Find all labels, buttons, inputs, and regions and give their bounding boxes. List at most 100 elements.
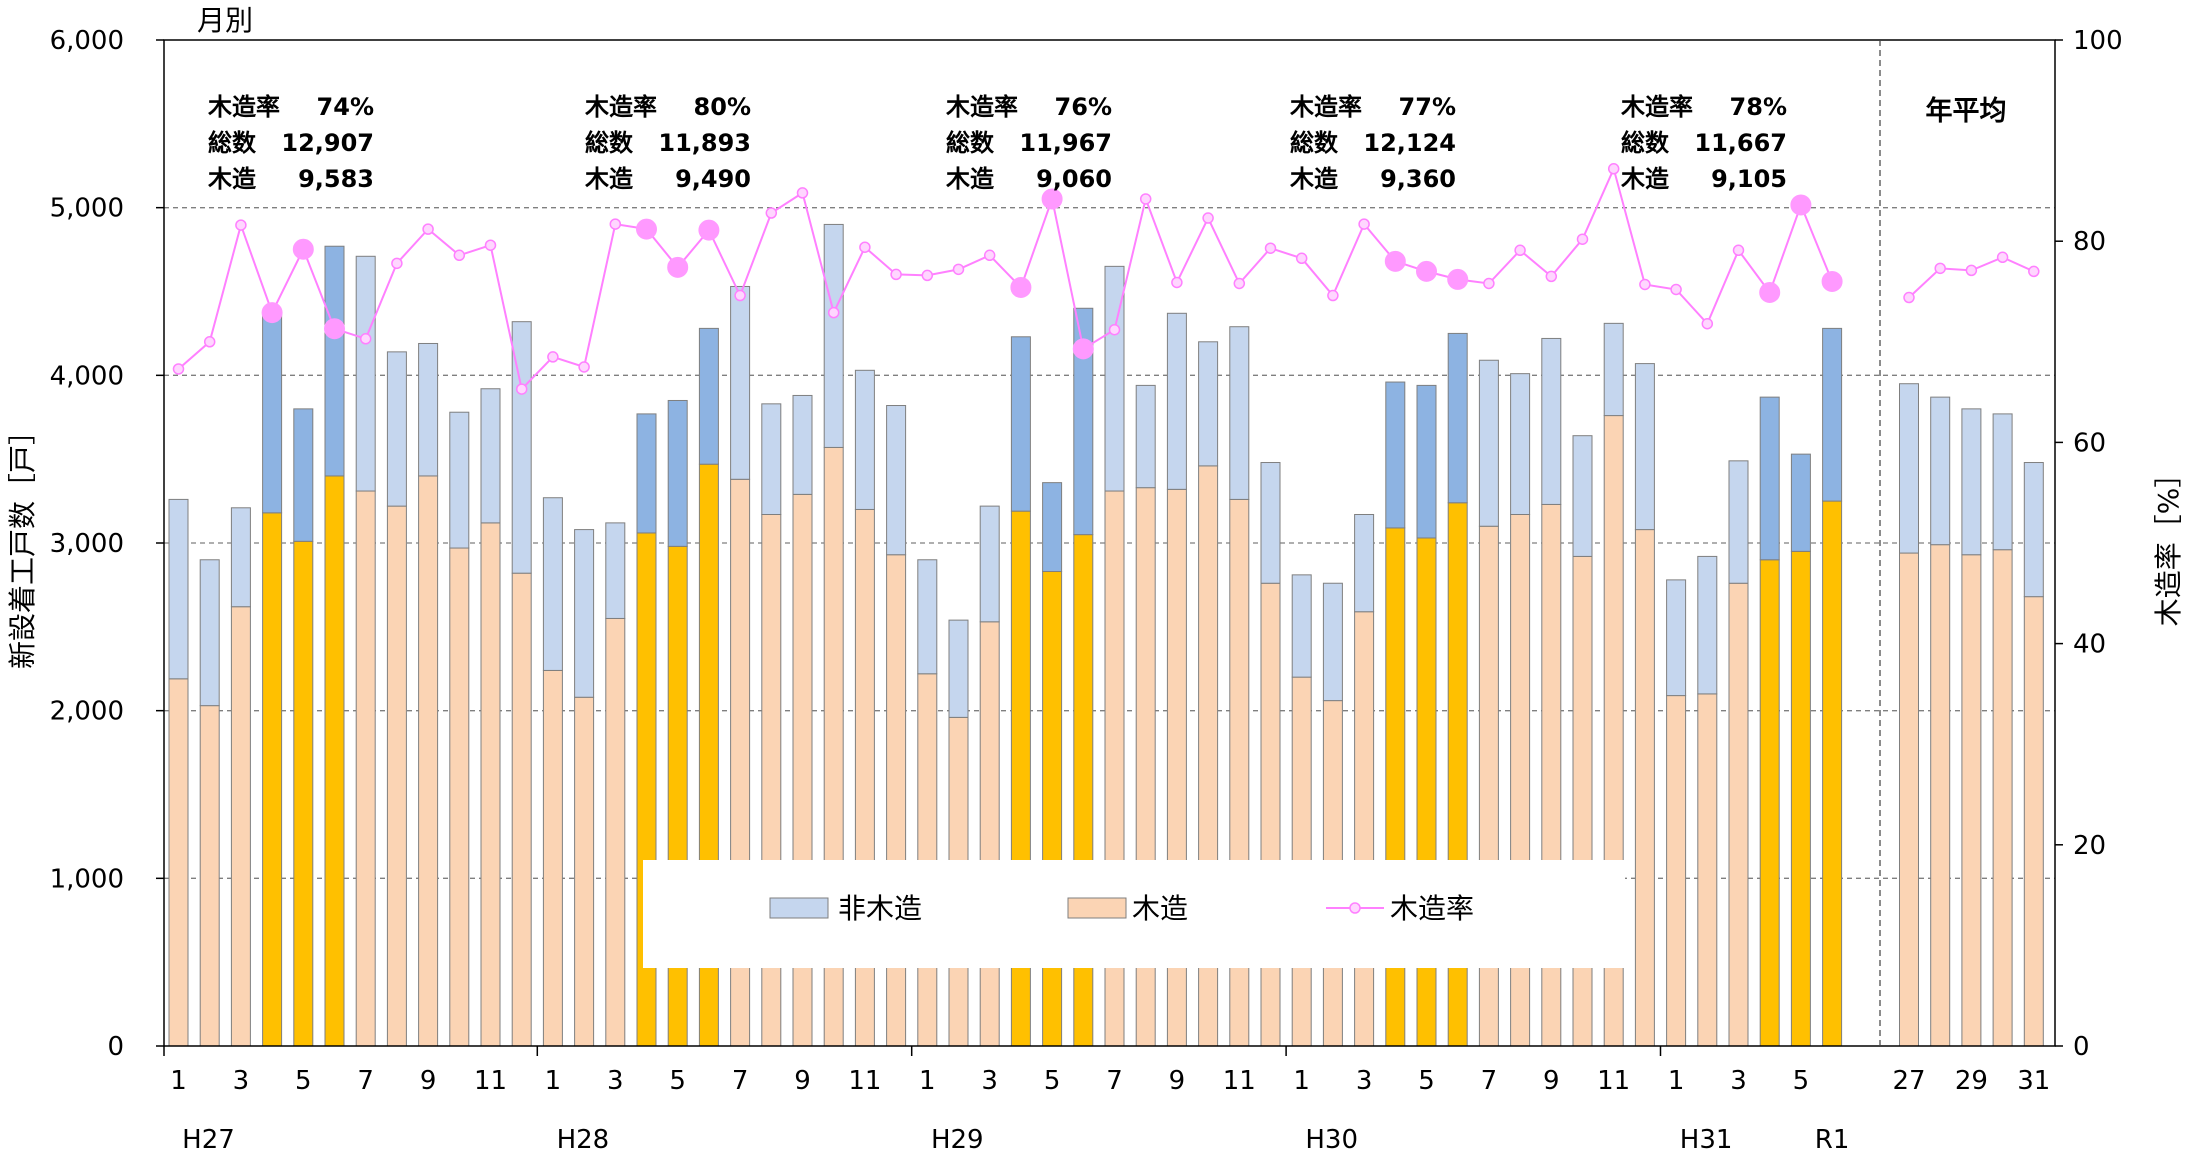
monthly-nonwood-bar: [1073, 307, 1094, 536]
annotation-value: 12,907: [281, 129, 374, 157]
monthly-nonwood-bar: [480, 388, 501, 524]
rate-point: [698, 219, 720, 241]
annotation-label: 総数: [1621, 129, 1670, 157]
legend-swatch-nonwood: [769, 897, 829, 919]
x-tick-label: 1: [1293, 1066, 1310, 1096]
monthly-nonwood-bar: [1728, 460, 1749, 584]
legend: 非木造 木造 木造率: [769, 892, 1474, 925]
annotation-value: 11,967: [1019, 129, 1112, 157]
bar-series: [168, 223, 2044, 1047]
monthly-wood-bar: [605, 617, 626, 1047]
x-tick-label: 3: [1730, 1066, 1747, 1096]
annotation-value: 9,105: [1711, 165, 1787, 193]
rate-point: [952, 263, 965, 276]
rate-point: [1233, 277, 1246, 290]
right-tick-label: 60: [2073, 428, 2106, 458]
x-tick-label: 11: [848, 1066, 881, 1096]
monthly-nonwood-bar: [979, 505, 1000, 623]
annotation-value: 9,060: [1036, 165, 1112, 193]
monthly-nonwood-bar: [262, 314, 283, 514]
rate-point: [1358, 218, 1370, 230]
rate-point: [453, 249, 466, 262]
monthly-wood-bar: [1822, 500, 1843, 1047]
annotations: 木造率 74% 総数 12,907 木造 9,583 木造率 80% 総数 11,893 木造 9,4…: [207, 93, 1787, 193]
x-tick-label: 9: [794, 1066, 811, 1096]
monthly-nonwood-bar: [917, 559, 938, 675]
x-tick-label: 11: [1223, 1066, 1256, 1096]
rate-point: [1295, 252, 1308, 265]
annual-wood-bar: [1992, 549, 2013, 1047]
monthly-wood-bar: [199, 705, 220, 1047]
monthly-nonwood-bar: [1666, 579, 1687, 697]
monthly-nonwood-bar: [1354, 513, 1375, 613]
monthly-nonwood-bar: [355, 255, 376, 492]
right-tick-label: 100: [2073, 26, 2123, 56]
monthly-wood-bar: [418, 475, 439, 1047]
monthly-nonwood-bar: [1166, 312, 1187, 490]
monthly-nonwood-bar: [1822, 327, 1843, 502]
monthly-wood-bar: [230, 606, 251, 1047]
monthly-nonwood-bar: [1603, 322, 1624, 417]
annual-nonwood-bar: [1961, 408, 1982, 556]
annotation-value: 80%: [694, 93, 751, 121]
monthly-nonwood-bar: [823, 223, 844, 448]
rate-point: [422, 223, 434, 235]
monthly-nonwood-bar: [1541, 337, 1562, 505]
x-tick-label: 9: [1169, 1066, 1186, 1096]
monthly-nonwood-bar: [667, 399, 688, 547]
left-axis-title: 新設着工戸数［戸］: [6, 417, 39, 669]
x-tick-label: 3: [981, 1066, 998, 1096]
monthly-wood-bar: [636, 532, 657, 1047]
monthly-wood-bar: [886, 554, 907, 1047]
rate-point: [1701, 317, 1714, 330]
monthly-nonwood-bar: [730, 285, 751, 480]
annual-rate-point: [1965, 264, 1978, 277]
rate-point: [172, 363, 185, 375]
x-tick-label: 1: [545, 1066, 562, 1096]
rate-point: [1327, 289, 1339, 302]
monthly-wood-bar: [480, 522, 501, 1047]
monthly-rate-line: [177, 165, 1834, 392]
annual-wood-bar: [1899, 552, 1919, 1047]
chart-title: 月別: [197, 4, 253, 37]
rate-point: [1576, 233, 1589, 245]
rate-point: [890, 268, 902, 281]
monthly-nonwood-bar: [1229, 326, 1250, 500]
x-tick-label: 3: [233, 1066, 250, 1096]
x-tick-label: 5: [669, 1066, 686, 1096]
monthly-nonwood-bar: [1135, 384, 1156, 489]
monthly-wood-bar: [1572, 555, 1593, 1047]
rate-point: [235, 219, 247, 231]
monthly-nonwood-bar: [199, 559, 220, 707]
x-tick-label: 7: [357, 1066, 374, 1096]
rate-point: [921, 269, 934, 282]
x-tick-label: 3: [1356, 1066, 1373, 1096]
annotation-label: 木造率: [207, 93, 280, 121]
annotation-label: 木造: [1289, 165, 1338, 193]
rate-point: [1108, 323, 1121, 336]
monthly-wood-bar: [1260, 582, 1281, 1047]
monthly-nonwood-bar: [418, 342, 439, 477]
annotation-label: 木造率: [945, 93, 1018, 121]
x-tick-label: 5: [1044, 1066, 1061, 1096]
monthly-nonwood-bar: [605, 522, 626, 619]
annual-nonwood-bar: [2023, 462, 2044, 598]
annotation-value: 11,893: [658, 129, 751, 157]
x-tick-label: 11: [1597, 1066, 1630, 1096]
monthly-wood-bar: [1728, 582, 1749, 1047]
era-label: H30: [1305, 1125, 1358, 1155]
annotation-value: 9,360: [1380, 165, 1456, 193]
monthly-nonwood-bar: [1478, 359, 1499, 527]
monthly-wood-bar: [667, 545, 688, 1047]
monthly-wood-bar: [293, 540, 314, 1047]
rate-point: [1010, 276, 1032, 298]
monthly-nonwood-bar: [1198, 341, 1219, 467]
legend-marker-rate: [1349, 902, 1361, 914]
rate-point: [609, 218, 622, 230]
annual-rate-point: [1996, 251, 2009, 264]
legend-label-wood: 木造: [1132, 892, 1188, 925]
rate-point: [1639, 278, 1651, 291]
monthly-wood-bar: [1759, 559, 1780, 1047]
monthly-wood-bar: [1790, 550, 1811, 1047]
